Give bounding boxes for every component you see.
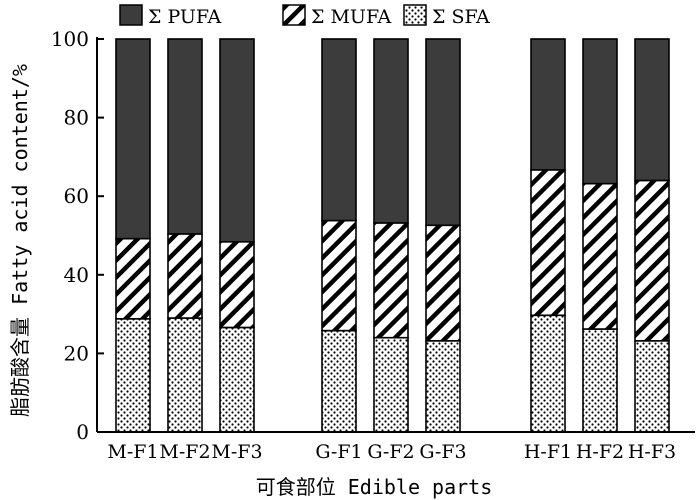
y-tick-label: 0	[76, 420, 89, 444]
bar-segment	[425, 38, 461, 227]
bar-segment	[115, 38, 151, 240]
y-ticks: 0 20 40 60 80 100	[51, 27, 104, 444]
bars	[115, 38, 670, 433]
y-tick-label: 100	[51, 27, 89, 51]
bar-segment	[530, 314, 566, 433]
y-tick-label: 20	[64, 341, 89, 365]
bar-segment	[219, 240, 255, 329]
x-tick-label: M-F2	[159, 441, 210, 463]
bar-segment	[167, 233, 203, 319]
bar-segment	[321, 219, 357, 332]
axes	[96, 37, 695, 433]
bar-segment	[373, 336, 409, 433]
bar-segment	[219, 38, 255, 243]
bar-segment	[634, 340, 670, 433]
bar-segment	[582, 328, 618, 433]
bar-segment	[167, 38, 203, 235]
legend: Σ PUFA Σ MUFA Σ SFA	[119, 4, 490, 28]
bar-segment	[530, 38, 566, 171]
bar-segment	[634, 179, 670, 342]
x-tick-label: G-F3	[419, 441, 466, 463]
x-tick-label: M-F3	[211, 441, 262, 463]
bar-segment	[582, 38, 618, 185]
x-axis-title: 可食部位 Edible parts	[256, 475, 493, 499]
bar-segment	[321, 329, 357, 433]
y-tick-label: 60	[64, 184, 89, 208]
bar-segment	[167, 317, 203, 433]
bar-segment	[530, 169, 566, 317]
legend-swatch	[403, 4, 427, 26]
bar-segment	[219, 326, 255, 433]
legend-label: Σ SFA	[432, 6, 490, 28]
bar-segment	[425, 340, 461, 433]
x-tick-label: G-F1	[315, 441, 362, 463]
legend-swatch	[119, 4, 143, 26]
x-tick-label: H-F2	[576, 441, 624, 463]
bar-segment	[373, 38, 409, 224]
x-tick-label: H-F1	[524, 441, 572, 463]
bar-segment	[115, 318, 151, 433]
legend-label: Σ PUFA	[148, 6, 221, 28]
y-axis-title: 脂肪酸含量 Fatty acid content/%	[8, 64, 32, 417]
legend-swatch	[282, 4, 306, 26]
x-tick-label: M-F1	[107, 441, 158, 463]
x-tick-label: H-F3	[628, 441, 676, 463]
bar-segment	[321, 38, 357, 222]
x-tick-label: G-F2	[367, 441, 414, 463]
bar-segment	[582, 182, 618, 330]
y-tick-label: 80	[64, 106, 89, 130]
bar-segment	[425, 224, 461, 342]
legend-label: Σ MUFA	[311, 6, 391, 28]
bar-segment	[634, 38, 670, 182]
y-tick-label: 40	[64, 263, 89, 287]
bar-segment	[373, 222, 409, 339]
bar-segment	[115, 237, 151, 320]
x-tick-labels: M-F1 M-F2 M-F3 G-F1 G-F2 G-F3 H-F1 H-F2 H-F3	[107, 441, 676, 463]
